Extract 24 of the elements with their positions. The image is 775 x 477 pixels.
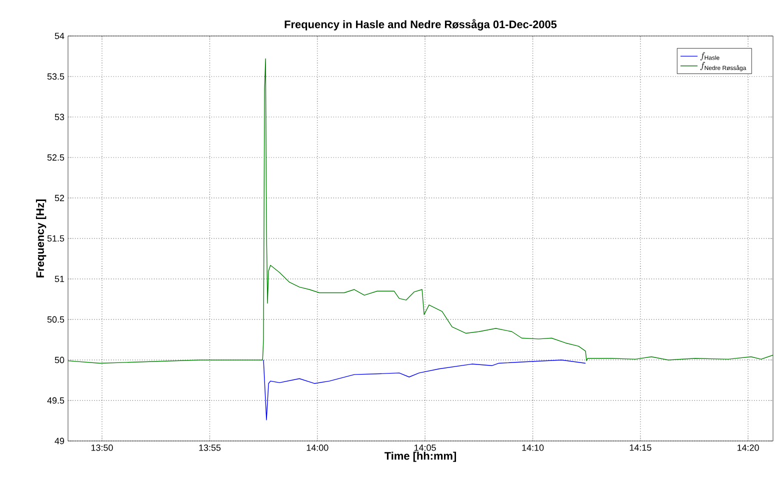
x-axis-title: Time [hh:mm] <box>384 452 456 462</box>
x-tick-label: 13:55 <box>199 444 221 451</box>
y-axis-title: Frequency [Hz] <box>36 200 46 278</box>
line-series <box>263 360 586 420</box>
y-tick-label: 51 <box>54 276 64 282</box>
y-tick-label: 50 <box>54 356 64 364</box>
y-tick-label: 54 <box>54 32 64 40</box>
y-tick-label: 51.5 <box>47 235 64 242</box>
y-tick-label: 53 <box>54 114 64 120</box>
legend-label: $f_{\text{Hasle}}$ <box>700 52 720 60</box>
x-tick-label: 14:15 <box>630 444 652 451</box>
legend-label: $f_{\text{Nedre Røssåga}}$ <box>700 62 746 72</box>
y-tick-label: 52.5 <box>47 154 64 161</box>
x-tick-label: 14:05 <box>414 444 436 451</box>
y-tick-label: 53.5 <box>47 73 64 80</box>
y-tick-label: 52 <box>54 194 64 202</box>
x-tick-label: 14:00 <box>306 444 328 451</box>
y-tick-label: 50.5 <box>47 316 64 323</box>
x-tick-label: 13:50 <box>91 444 113 451</box>
chart-title: Frequency in Hasle and Nedre Røssåga 01-Dec-2005 <box>284 19 557 30</box>
x-tick-label: 14:10 <box>522 444 544 451</box>
y-tick-label: 49 <box>54 438 64 444</box>
y-tick-label: 49.5 <box>47 397 64 404</box>
x-tick-label: 14:20 <box>738 444 759 451</box>
